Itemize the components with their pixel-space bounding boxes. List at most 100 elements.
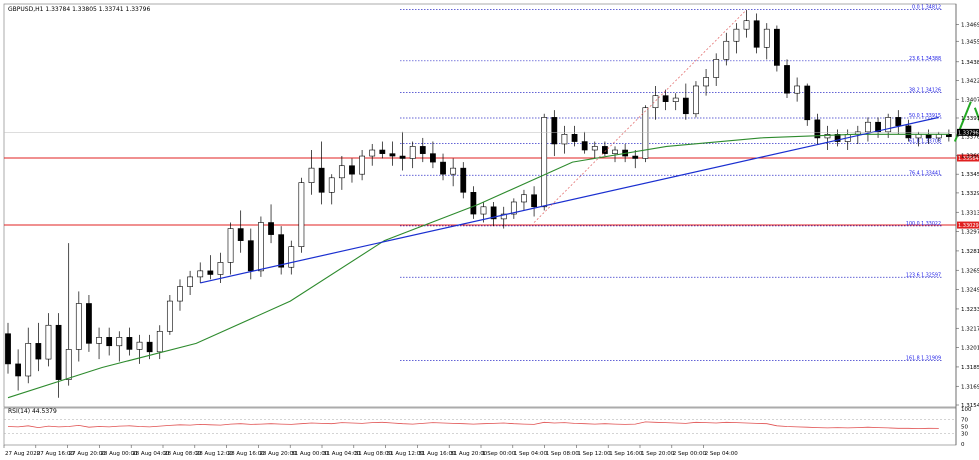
candle-body-19 — [197, 270, 204, 278]
x-tick-label-6: 28 Aug 12:00 — [196, 451, 234, 457]
fib-level-label-7: 123.6 1.32597 — [906, 272, 941, 278]
candle-body-17 — [177, 286, 183, 302]
y-tick-label-8: 1.33450 — [961, 172, 979, 178]
current-price-tag: 1.33796 — [958, 130, 979, 136]
candle-body-24 — [247, 240, 254, 272]
y-tick-label-1: 1.34550 — [961, 39, 979, 45]
y-tick-label-18: 1.31855 — [961, 365, 979, 371]
candle-body-74 — [753, 20, 760, 48]
candle-body-5 — [55, 324, 62, 380]
candle-body-38 — [389, 153, 396, 157]
level-price-tag-1: 1.33029 — [958, 223, 979, 229]
x-tick-label-9: 31 Aug 00:00 — [291, 451, 329, 457]
x-tick-label-10: 31 Aug 04:00 — [323, 451, 361, 457]
y-tick-label-15: 1.32335 — [961, 307, 979, 313]
x-tick-label-19: 1 Sep 16:00 — [609, 451, 643, 457]
x-tick-label-11: 31 Aug 08:00 — [355, 451, 393, 457]
fib-level-label-4: 61.8 1.33703 — [909, 139, 941, 145]
candle-body-3 — [35, 343, 42, 360]
x-tick-label-14: 31 Aug 20:00 — [450, 451, 488, 457]
candle-body-0 — [5, 333, 11, 365]
candle-body-10 — [106, 337, 113, 347]
candle-body-29 — [298, 182, 305, 247]
candle-body-52 — [531, 194, 537, 208]
candle-body-79 — [804, 85, 811, 121]
fib-level-label-2: 38.2 1.34126 — [909, 87, 941, 93]
candle-body-22 — [227, 228, 234, 263]
rsi-tick-label-1: 70 — [961, 418, 968, 424]
fib-level-label-6: 100.0 1.33022 — [906, 221, 941, 227]
y-tick-label-12: 1.32815 — [961, 249, 979, 255]
y-tick-label-7: 1.33605 — [961, 153, 979, 159]
x-tick-label-3: 28 Aug 00:00 — [100, 451, 138, 457]
x-tick-label-15: 1 Sep 00:00 — [482, 451, 516, 457]
candle-body-48 — [490, 206, 497, 220]
candle-body-69 — [703, 77, 709, 87]
x-tick-label-2: 27 Aug 20:00 — [69, 451, 107, 457]
candle-body-49 — [500, 213, 507, 220]
candle-body-6 — [65, 349, 72, 380]
candle-body-63 — [642, 107, 649, 159]
moving-average-line — [7, 133, 949, 399]
candle-body-46 — [470, 192, 477, 215]
candle-body-33 — [338, 165, 345, 179]
candle-body-11 — [116, 337, 123, 347]
y-tick-label-9: 1.33295 — [961, 191, 979, 197]
candle-body-23 — [237, 228, 244, 241]
x-tick-label-17: 1 Sep 08:00 — [546, 451, 580, 457]
current-price-tag-bg — [957, 128, 979, 136]
candle-body-30 — [308, 167, 315, 183]
trendline — [200, 116, 939, 284]
x-tick-label-12: 31 Aug 12:00 — [387, 451, 425, 457]
candle-body-89 — [905, 125, 912, 139]
x-tick-label-1: 27 Aug 16:00 — [37, 451, 75, 457]
x-tick-label-7: 28 Aug 16:00 — [228, 451, 266, 457]
candle-body-15 — [156, 330, 163, 353]
candle-body-65 — [662, 95, 669, 102]
symbol-header: GBPUSD,H1 1.33784 1.33805 1.33741 1.3379… — [8, 6, 150, 13]
x-tick-label-16: 1 Sep 04:00 — [514, 451, 548, 457]
x-tick-label-4: 28 Aug 04:00 — [132, 451, 170, 457]
x-tick-label-0: 27 Aug 2020 — [5, 451, 41, 457]
candle-body-21 — [217, 262, 224, 275]
candle-body-31 — [318, 167, 325, 193]
candle-body-62 — [632, 155, 639, 159]
x-tick-label-18: 1 Sep 12:00 — [577, 451, 611, 457]
candle-body-76 — [773, 28, 780, 66]
candle-body-78 — [794, 85, 801, 94]
y-tick-label-16: 1.32175 — [961, 326, 979, 332]
x-tick-label-20: 1 Sep 20:00 — [641, 451, 675, 457]
y-tick-label-6: 1.33760 — [961, 135, 979, 141]
candle-body-73 — [743, 20, 750, 30]
candle-body-64 — [652, 95, 659, 109]
candle-body-87 — [885, 117, 892, 133]
y-tick-label-19: 1.31695 — [961, 384, 979, 390]
candle-body-35 — [359, 155, 365, 175]
y-tick-label-17: 1.32015 — [961, 346, 979, 352]
level-price-tag-bg-1 — [957, 221, 979, 229]
candle-body-8 — [86, 303, 92, 344]
candle-body-53 — [541, 117, 548, 208]
candle-body-45 — [460, 167, 467, 193]
candle-body-41 — [419, 146, 426, 154]
y-tick-label-10: 1.33135 — [961, 210, 979, 216]
candle-body-88 — [895, 117, 902, 127]
candle-body-34 — [349, 165, 355, 175]
x-tick-label-8: 28 Aug 20:00 — [259, 451, 297, 457]
candle-body-37 — [379, 149, 386, 154]
candle-body-86 — [875, 121, 881, 133]
y-tick-label-13: 1.32655 — [961, 268, 979, 274]
candle-body-20 — [207, 270, 214, 275]
y-tick-label-20: 1.31540 — [961, 403, 979, 409]
candle-body-28 — [288, 246, 295, 268]
y-tick-label-2: 1.34380 — [961, 60, 979, 66]
fib-level-label-0: 0.0 1.34812 — [912, 5, 941, 11]
candle-body-60 — [612, 149, 618, 154]
x-tick-label-21: 2 Sep 00:00 — [673, 451, 707, 457]
level-price-tag-0: 1.33584 — [958, 156, 979, 162]
rsi-tick-label-0: 100 — [961, 407, 972, 413]
candle-body-81 — [824, 134, 831, 139]
candle-body-36 — [369, 149, 376, 157]
candle-body-25 — [258, 222, 264, 272]
candle-body-72 — [733, 28, 740, 42]
